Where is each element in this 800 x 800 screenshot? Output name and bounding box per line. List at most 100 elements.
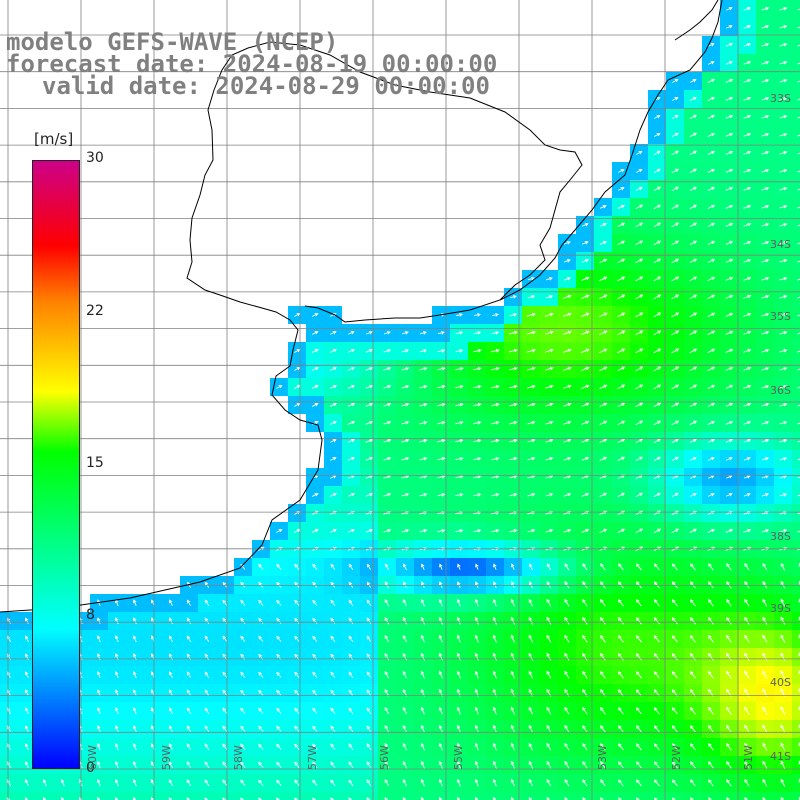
wind-arrow-head [675, 222, 680, 226]
wind-arrow [635, 420, 643, 426]
wind-arrow-head [97, 617, 101, 622]
wind-arrow-head [783, 384, 788, 389]
wind-arrow [780, 563, 786, 571]
wind-arrow-head [564, 760, 568, 765]
wind-arrow [779, 493, 787, 497]
wind-arrow [455, 367, 463, 371]
wind-arrow-head [798, 760, 800, 765]
wind-arrow [258, 564, 264, 570]
wind-arrow [186, 635, 192, 643]
wind-arrow [743, 295, 751, 299]
wind-arrow-head [477, 331, 482, 335]
wind-cell [792, 270, 800, 288]
wind-arrow [690, 689, 696, 697]
wind-arrow [312, 493, 318, 497]
wind-arrow-head [204, 635, 209, 640]
wind-arrow [672, 97, 678, 101]
wind-arrow-head [672, 797, 676, 800]
wind-arrow [509, 493, 517, 497]
wind-arrow-head [405, 546, 410, 551]
wind-cell [792, 198, 800, 216]
wind-arrow [97, 707, 101, 715]
wind-arrow-head [546, 652, 550, 657]
wind-arrow [743, 205, 751, 209]
wind-arrow [222, 779, 228, 787]
wind-arrow [743, 403, 751, 407]
wind-arrow [779, 61, 787, 65]
wind-arrow [366, 617, 372, 625]
wind-arrow [672, 635, 678, 643]
wind-arrow [564, 779, 570, 787]
wind-arrow [797, 350, 800, 353]
wind-arrow [365, 367, 373, 371]
wind-arrow [743, 223, 751, 227]
wind-arrow [690, 797, 693, 800]
wind-arrow-head [783, 366, 788, 371]
wind-arrow [25, 671, 29, 679]
wind-cell [792, 252, 800, 270]
wind-cell [144, 792, 162, 800]
wind-arrow-head [366, 599, 371, 604]
wind-arrow-head [314, 403, 319, 407]
wind-arrow-head [402, 634, 407, 639]
wind-arrow [654, 761, 660, 769]
wind-arrow-head [783, 456, 788, 461]
wind-arrow-head [474, 634, 479, 639]
wind-arrow [581, 349, 589, 353]
wind-arrow-head [693, 528, 698, 533]
wind-arrow [545, 385, 553, 389]
wind-arrow [779, 7, 787, 11]
wind-arrow [511, 635, 515, 643]
wind-arrow [797, 98, 800, 101]
wind-arrow [204, 797, 207, 800]
wind-arrow [582, 707, 588, 715]
wind-arrow [258, 779, 264, 787]
wind-arrow-head [780, 778, 784, 783]
wind-arrow-head [621, 330, 626, 334]
wind-arrow [725, 493, 733, 497]
wind-arrow [600, 671, 606, 679]
wind-arrow [545, 457, 553, 461]
wind-arrow [204, 725, 210, 733]
wind-arrow-head [348, 761, 352, 766]
wind-arrow [493, 725, 497, 733]
wind-arrow [707, 294, 715, 300]
wind-arrow-head [258, 707, 262, 712]
wind-arrow [491, 367, 499, 371]
wind-arrow [761, 97, 769, 101]
wind-arrow [348, 761, 354, 769]
wind-arrow-head [654, 761, 658, 766]
wind-arrow-head [186, 635, 191, 640]
wind-arrow-head [783, 204, 788, 209]
wind-arrow-head [312, 581, 316, 586]
wind-arrow-head [564, 652, 568, 657]
wind-arrow-head [528, 598, 533, 603]
wind-cell [792, 594, 800, 612]
wind-arrow [527, 367, 535, 371]
wind-arrow [744, 563, 750, 571]
wind-arrow [383, 385, 391, 389]
wind-arrow-head [711, 366, 716, 371]
wind-arrow [762, 761, 768, 769]
wind-arrow-head [600, 634, 604, 639]
wind-arrow-head [798, 706, 800, 711]
wind-arrow-head [441, 456, 446, 461]
wind-arrow-head [530, 277, 535, 281]
wind-arrow [636, 671, 642, 679]
wind-arrow [528, 653, 534, 661]
wind-arrow [61, 797, 64, 800]
wind-arrow-head [762, 670, 766, 675]
wind-arrow-head [423, 384, 428, 389]
wind-arrow [276, 708, 282, 714]
wind-arrow-head [618, 581, 622, 585]
wind-arrow-head [24, 779, 29, 783]
wind-arrow-head [747, 222, 752, 227]
wind-arrow-head [747, 276, 752, 281]
wind-arrow [743, 277, 751, 281]
wind-arrow-head [603, 312, 608, 316]
wind-arrow [491, 403, 499, 407]
wind-arrow-head [675, 438, 679, 443]
wind-arrow-head [783, 168, 788, 173]
wind-arrow [671, 330, 679, 336]
wind-arrow [511, 653, 515, 661]
